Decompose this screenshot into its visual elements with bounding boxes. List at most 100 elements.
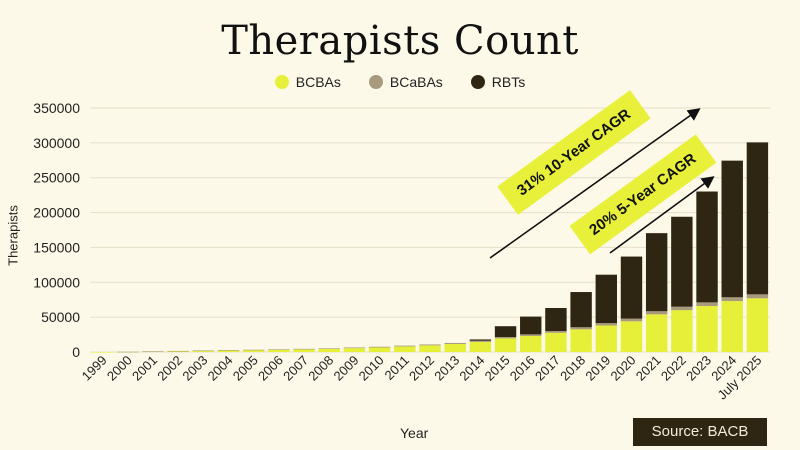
legend-swatch-bcabas: [368, 75, 383, 89]
bar-bcabas-2023: [696, 302, 718, 306]
x-tick-label: 2023: [683, 353, 714, 384]
bar-bcbas-2006: [268, 349, 290, 352]
bar-bcabas-2010: [368, 346, 391, 348]
source-badge: Source: BACB: [633, 418, 767, 446]
bar-bcbas-2018: [570, 329, 592, 352]
bar-bcbas-2022: [671, 310, 693, 352]
x-tick-label: 2015: [482, 353, 513, 384]
x-tick-label: 2014: [456, 353, 487, 384]
x-tick-label: 2000: [104, 353, 135, 384]
bar-bcabas-2006: [268, 349, 290, 350]
cagr-10yr-arrow: [489, 108, 701, 259]
y-tick-label: 250000: [33, 170, 80, 186]
bar-bcabas-2013: [444, 342, 466, 344]
bar-bcbas-1999: [91, 351, 114, 353]
bar-bcbas-2007: [293, 349, 315, 352]
x-tick-label: 1999: [79, 353, 110, 384]
bar-bcbas-2014: [469, 341, 492, 352]
bar-bcbas-2015: [494, 338, 517, 352]
legend: BCBAs BCaBAs RBTs: [0, 74, 800, 90]
bar-bcabas-2024: [721, 297, 743, 302]
x-tick-label: 2008: [305, 353, 336, 384]
y-tick-label: 200000: [33, 205, 80, 221]
bar-bcabas-2019: [595, 323, 617, 326]
x-tick-label: 2011: [382, 353, 412, 383]
legend-label-rbts: RBTs: [491, 74, 526, 90]
x-tick-label: 2004: [205, 353, 236, 384]
bar-bcabas-july-2025: [746, 294, 769, 299]
bar-bcbas-2012: [419, 345, 441, 352]
bar-bcbas-2019: [595, 325, 617, 352]
bar-bcabas-2016: [520, 334, 542, 336]
bar-bcabas-2005: [243, 349, 265, 351]
bar-bcbas-2005: [243, 350, 265, 352]
x-tick-label: 2003: [179, 353, 210, 384]
x-tick-label: 2017: [532, 353, 563, 384]
bar-bcabas-2014: [469, 340, 492, 342]
x-tick-label: 2016: [507, 353, 538, 384]
bar-bcabas-2015: [494, 337, 517, 339]
bar-bcbas-2002: [167, 351, 189, 352]
x-axis-label: Year: [400, 425, 429, 441]
x-tick-label: 2021: [633, 353, 664, 384]
y-axis-label: Therapists: [5, 205, 21, 266]
x-tick-label: 2006: [255, 353, 286, 384]
bar-bcbas-2011: [394, 346, 416, 352]
bar-bcabas-2001: [142, 351, 164, 352]
bar-rbts-2024: [721, 160, 743, 298]
bar-bcbas-2016: [520, 335, 542, 352]
y-tick-label: 300000: [33, 135, 80, 151]
x-tick-label: 2009: [331, 353, 362, 384]
bar-bcbas-2020: [620, 321, 643, 352]
bar-bcabas-2020: [620, 318, 643, 322]
bar-bcabas-2007: [293, 348, 315, 350]
bar-bcbas-2023: [696, 305, 718, 352]
bar-bcbas-2009: [343, 348, 366, 352]
bar-rbts-2017: [545, 308, 567, 332]
bar-bcabas-2018: [570, 327, 592, 330]
bar-rbts-2018: [570, 292, 592, 328]
bar-bcabas-2021: [645, 311, 668, 315]
legend-item-bcbas: BCBAs: [274, 74, 341, 90]
x-tick-label: 2002: [154, 353, 185, 384]
bar-bcabas-2012: [419, 344, 441, 346]
x-tick-label: 2012: [406, 353, 437, 384]
x-tick-label: 2005: [230, 353, 261, 384]
bar-bcabas-2003: [192, 350, 215, 352]
bar-bcabas-2002: [167, 350, 189, 352]
bar-rbts-2016: [520, 316, 542, 335]
y-tick-label: 150000: [33, 239, 80, 255]
bar-rbts-2021: [645, 233, 668, 312]
bar-bcbas-2004: [217, 350, 240, 352]
bar-bcbas-2021: [645, 314, 668, 352]
y-tick-label: 0: [72, 344, 80, 360]
x-tick-label: 2020: [608, 353, 639, 384]
bar-bcabas-2022: [671, 306, 693, 311]
bar-bcbas-2013: [444, 343, 466, 352]
bar-bcabas-2009: [343, 347, 366, 349]
legend-item-bcabas: BCaBAs: [368, 74, 443, 90]
x-tick-label: 2022: [658, 353, 689, 384]
bar-bcabas-2017: [545, 331, 567, 333]
x-tick-label: 2010: [356, 353, 387, 384]
x-tick-label: 2019: [582, 353, 613, 384]
y-tick-label: 50000: [41, 309, 80, 325]
y-tick-label: 100000: [33, 274, 80, 290]
bar-bcbas-2003: [192, 350, 215, 352]
legend-swatch-rbts: [470, 75, 485, 89]
bar-bcbas-july-2025: [746, 298, 769, 352]
cagr-5yr-arrow: [609, 176, 715, 254]
bar-bcabas-2011: [394, 345, 416, 347]
bar-rbts-2020: [620, 256, 643, 319]
legend-label-bcbas: BCBAs: [295, 74, 341, 90]
x-tick-label: 2013: [431, 353, 462, 384]
bar-rbts-2014: [469, 339, 492, 341]
bar-bcabas-2004: [217, 350, 240, 351]
bar-rbts-2022: [671, 216, 693, 307]
bar-rbts-2023: [696, 191, 718, 303]
bar-rbts-2015: [494, 326, 517, 338]
bar-bcbas-2024: [721, 301, 743, 352]
legend-label-bcabas: BCaBAs: [389, 74, 443, 90]
bar-bcbas-2008: [318, 348, 340, 352]
